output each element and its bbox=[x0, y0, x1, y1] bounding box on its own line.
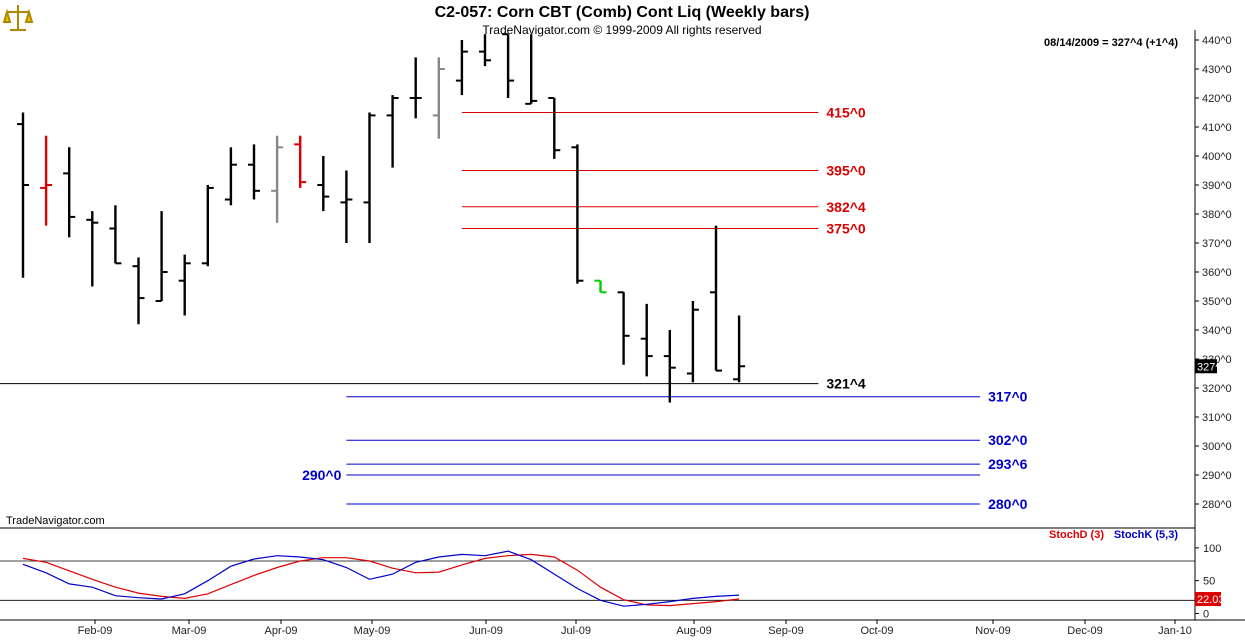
price-tick-label: 440^0 bbox=[1202, 35, 1232, 47]
price-tick-label: 300^0 bbox=[1202, 441, 1232, 453]
level-label: 293^6 bbox=[988, 456, 1028, 472]
time-tick-label: Oct-09 bbox=[860, 625, 893, 637]
stochk-line bbox=[22, 550, 740, 607]
price-tick-label: 370^0 bbox=[1202, 238, 1232, 250]
chart-subtitle: TradeNavigator.com © 1999-2009 All right… bbox=[482, 23, 761, 37]
time-tick-label: Dec-09 bbox=[1067, 625, 1102, 637]
time-axis: Feb-09 Mar-09 Apr-09 May-09 Jun-09 Jul-09 Aug-… bbox=[78, 620, 1192, 637]
price-tick-label: 400^0 bbox=[1202, 151, 1232, 163]
level-label: 317^0 bbox=[988, 389, 1028, 405]
price-tick-label: 340^0 bbox=[1202, 325, 1232, 337]
time-tick-label: Jan-10 bbox=[1158, 625, 1192, 637]
stoch-tick-label: 100 bbox=[1203, 543, 1221, 555]
time-tick-label: Sep-09 bbox=[768, 625, 803, 637]
stochastic-panel: StochD (3) StochK (5,3) 100 50 0 22.03 bbox=[0, 529, 1225, 620]
price-tick-label: 280^0 bbox=[1202, 499, 1232, 511]
price-tick-label: 410^0 bbox=[1202, 122, 1232, 134]
price-tick-label: 380^0 bbox=[1202, 209, 1232, 221]
stochd-line bbox=[22, 553, 740, 607]
level-label: 382^4 bbox=[826, 199, 866, 215]
time-tick-label: Aug-09 bbox=[676, 625, 711, 637]
price-tick-label: 350^0 bbox=[1202, 296, 1232, 308]
last-quote-label: 08/14/2009 = 327^4 (+1^4) bbox=[1044, 37, 1178, 49]
time-tick-label: Mar-09 bbox=[172, 625, 207, 637]
level-label: 321^4 bbox=[826, 376, 866, 392]
price-tick-label: 420^0 bbox=[1202, 93, 1232, 105]
price-tick-label: 320^0 bbox=[1202, 383, 1232, 395]
price-tag-label: 327^4 bbox=[1197, 361, 1227, 373]
level-lines: 415^0 395^0 382^4 375^0 321^4 317^0 302^0 293^6… bbox=[0, 105, 1028, 512]
time-tick-label: Jun-09 bbox=[469, 625, 503, 637]
level-label: 375^0 bbox=[826, 221, 866, 237]
price-tick-label: 310^0 bbox=[1202, 412, 1232, 424]
level-label: 290^0 bbox=[302, 467, 342, 483]
logo-icon bbox=[2, 2, 35, 36]
level-label: 415^0 bbox=[826, 105, 866, 121]
time-tick-label: May-09 bbox=[354, 625, 391, 637]
legend-stochk: StochK (5,3) bbox=[1114, 529, 1179, 541]
time-tick-label: Apr-09 bbox=[264, 625, 297, 637]
level-label: 395^0 bbox=[826, 163, 866, 179]
stoch-value-label: 22.03 bbox=[1197, 594, 1225, 606]
watermark-label: TradeNavigator.com bbox=[6, 515, 105, 527]
stoch-value-tag: 22.03 bbox=[1195, 592, 1225, 607]
price-tick-label: 390^0 bbox=[1202, 180, 1232, 192]
price-tick-label: 430^0 bbox=[1202, 64, 1232, 76]
price-axis: 440^0 430^0 420^0 410^0 400^0 390^0 380^0 370^0… bbox=[1195, 35, 1232, 511]
time-tick-label: Feb-09 bbox=[78, 625, 113, 637]
stoch-axis: 100 50 0 bbox=[1195, 543, 1221, 620]
price-bars bbox=[17, 33, 746, 403]
price-tick-label: 360^0 bbox=[1202, 267, 1232, 279]
stoch-tick-label: 0 bbox=[1203, 608, 1209, 620]
legend-stochd: StochD (3) bbox=[1049, 529, 1104, 541]
time-tick-label: Jul-09 bbox=[561, 625, 591, 637]
level-label: 302^0 bbox=[988, 432, 1028, 448]
price-tick-label: 290^0 bbox=[1202, 470, 1232, 482]
chart-title: C2-057: Corn CBT (Comb) Cont Liq (Weekly… bbox=[435, 4, 810, 21]
price-tag: 327^4 bbox=[1195, 359, 1227, 374]
time-tick-label: Nov-09 bbox=[975, 625, 1010, 637]
stoch-tick-label: 50 bbox=[1203, 576, 1215, 588]
level-label: 280^0 bbox=[988, 496, 1028, 512]
price-panel bbox=[0, 30, 1245, 621]
